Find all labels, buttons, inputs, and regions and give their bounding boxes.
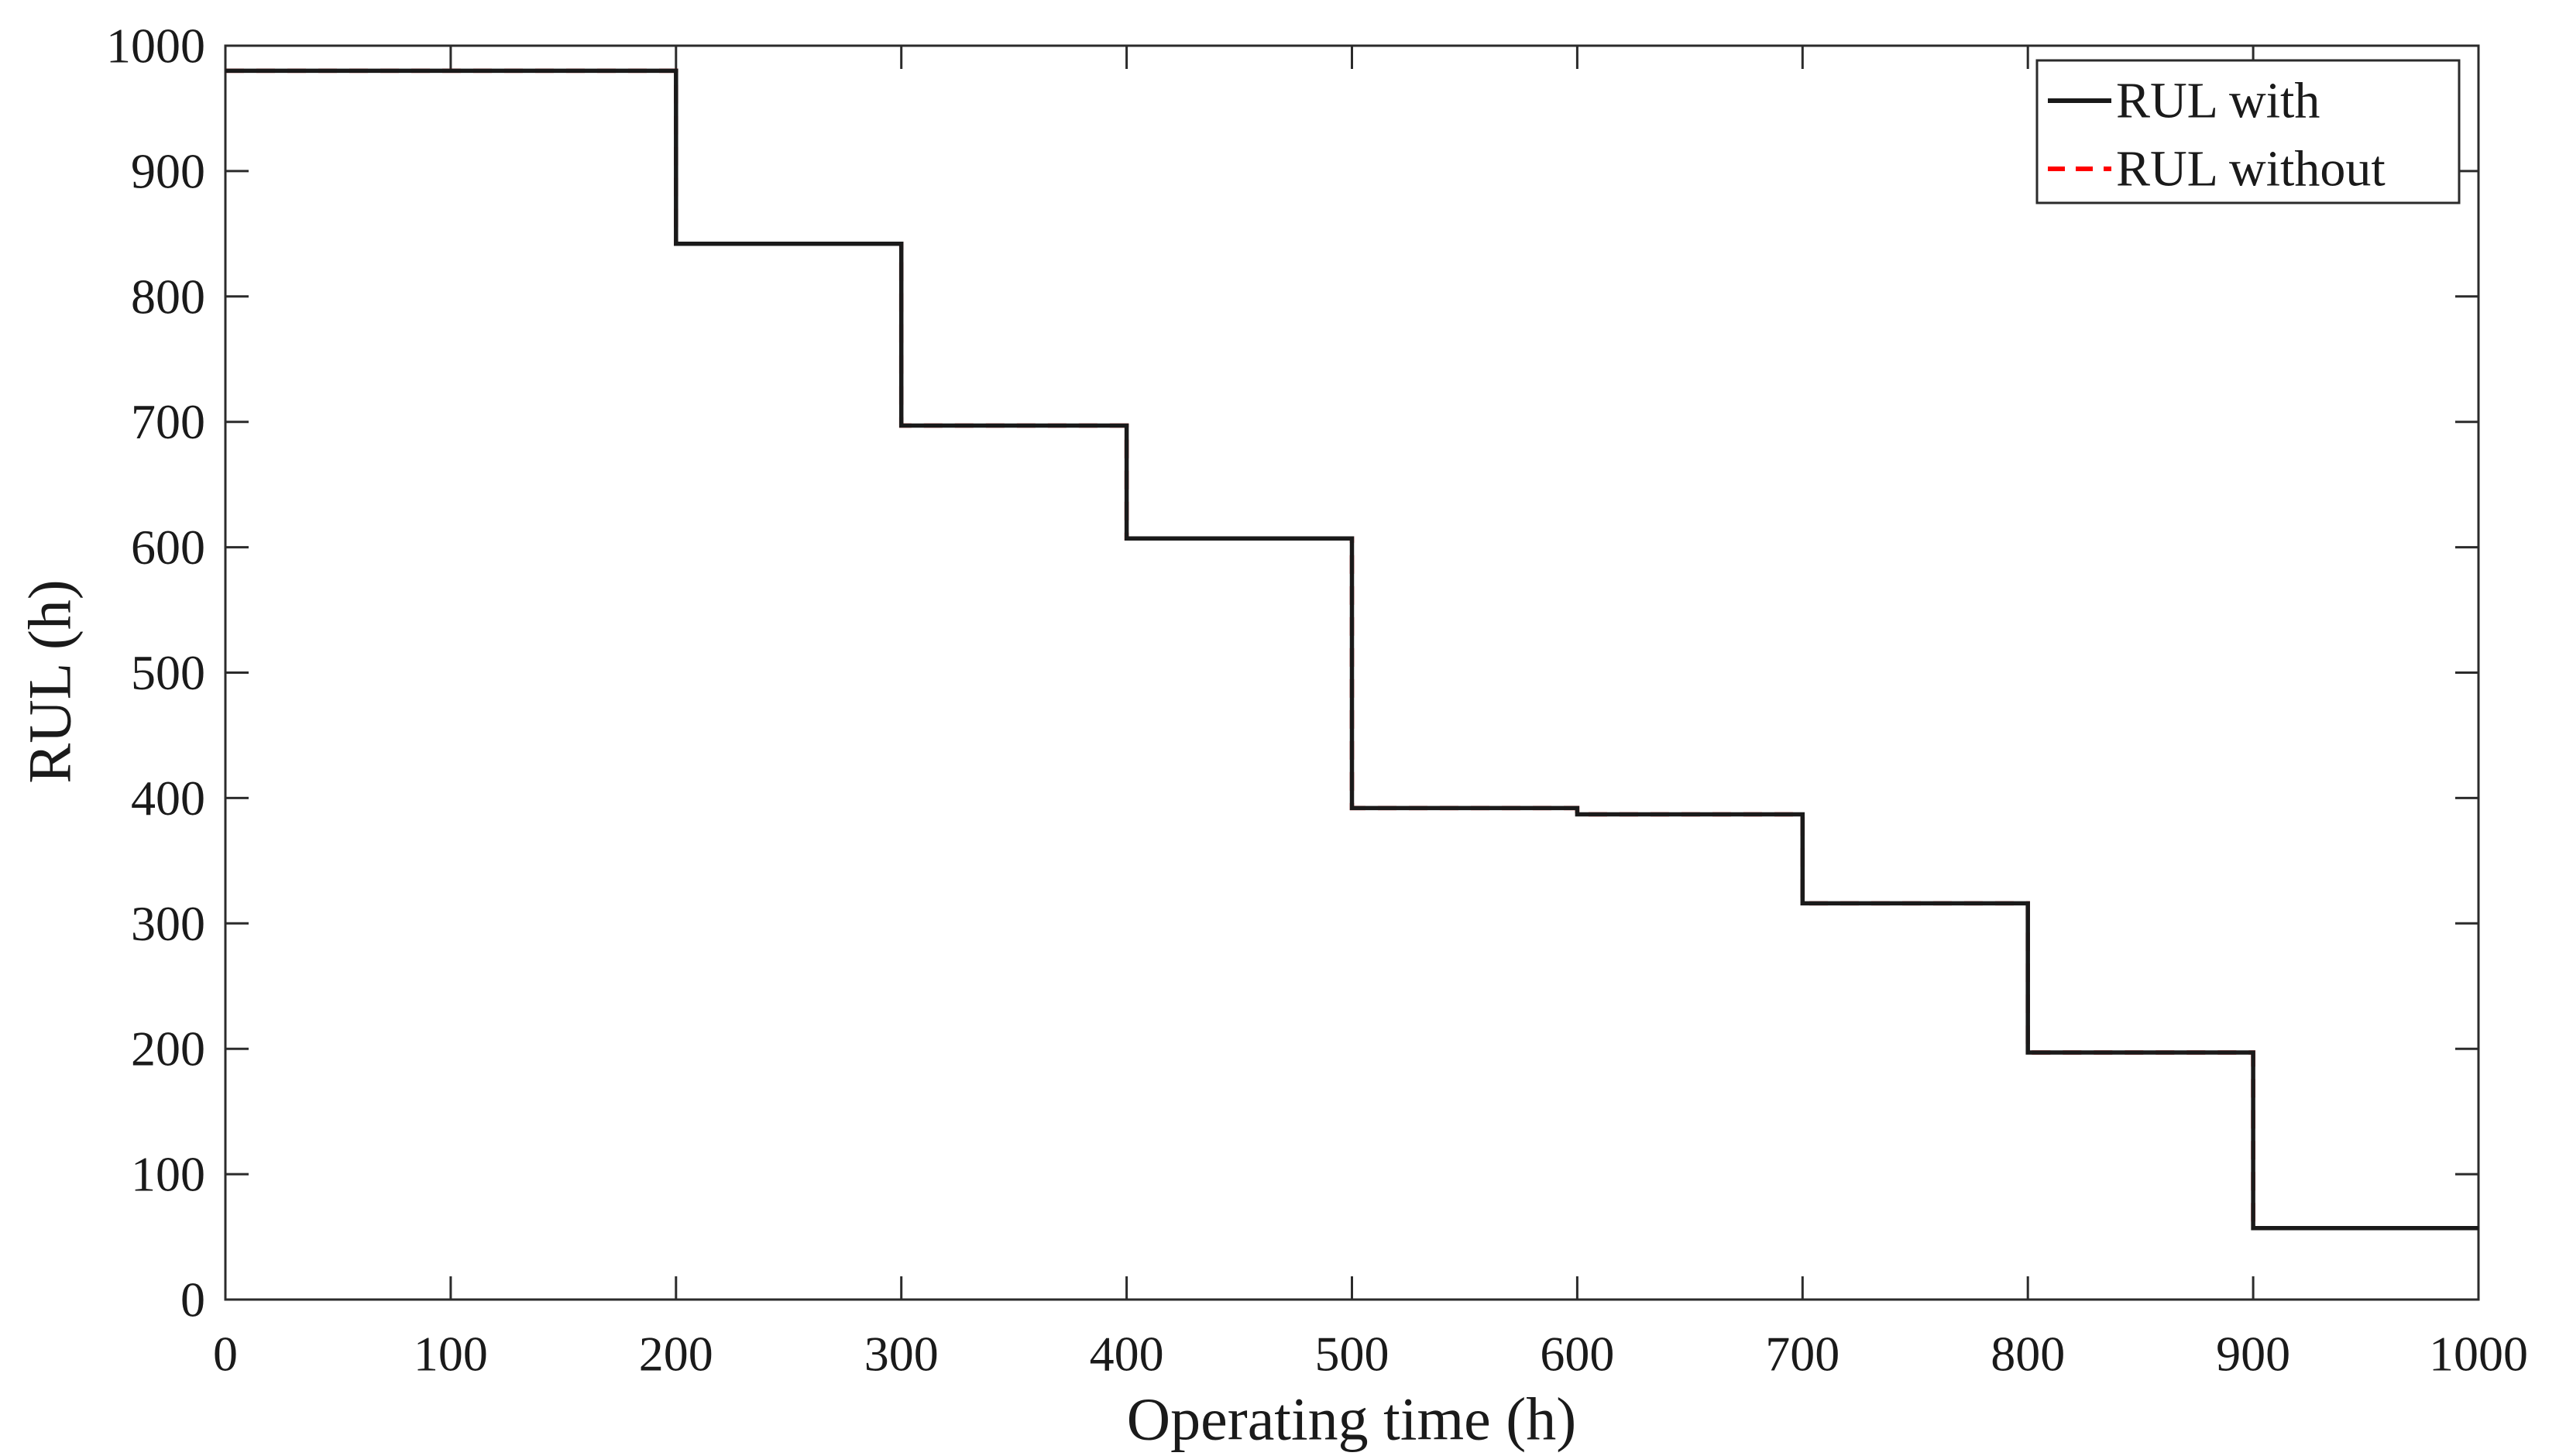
data-series: [225, 68, 2478, 1231]
x-tick-label: 700: [1765, 1327, 1839, 1382]
y-tick-label: 1000: [106, 19, 205, 74]
y-tick-label: 500: [131, 645, 205, 700]
x-tick-label: 300: [864, 1327, 939, 1382]
x-tick-label: 0: [213, 1327, 238, 1382]
x-tick-label: 600: [1540, 1327, 1614, 1382]
legend-entry-rul-without: RUL without: [2048, 141, 2386, 197]
legend-label-rul-without: RUL without: [2116, 141, 2386, 197]
x-tick-label: 100: [414, 1327, 488, 1382]
x-tick-label: 900: [2216, 1327, 2290, 1382]
axis-tick-labels: 0 100 200 300 400 500 600 700 800 900 1000 0 100 200 3…: [106, 19, 2528, 1382]
legend-box: [2035, 59, 2461, 204]
y-tick-label: 800: [131, 269, 205, 324]
x-tick-label: 200: [639, 1327, 713, 1382]
y-tick-label: 300: [131, 896, 205, 951]
y-tick-label: 200: [131, 1022, 205, 1077]
series-line-rul-with: [225, 68, 2478, 1231]
y-tick-label: 600: [131, 520, 205, 575]
y-tick-label: 900: [131, 143, 205, 198]
x-tick-label: 800: [1991, 1327, 2065, 1382]
x-tick-label: 400: [1090, 1327, 1164, 1382]
y-tick-label: 400: [131, 771, 205, 826]
x-axis-title: Operating time (h): [1127, 1386, 1576, 1453]
y-tick-label: 0: [180, 1272, 205, 1327]
legend: RUL with RUL without: [2035, 59, 2461, 204]
x-tick-label: 500: [1315, 1327, 1389, 1382]
legend-label-rul-with: RUL with: [2116, 73, 2320, 129]
axis-ticks: [224, 44, 2480, 1301]
x-tick-label: 1000: [2429, 1327, 2528, 1382]
y-axis-title: RUL (h): [16, 579, 84, 784]
y-tick-label: 700: [131, 394, 205, 449]
y-tick-label: 100: [131, 1147, 205, 1202]
legend-entry-rul-with: RUL with: [2048, 73, 2320, 129]
